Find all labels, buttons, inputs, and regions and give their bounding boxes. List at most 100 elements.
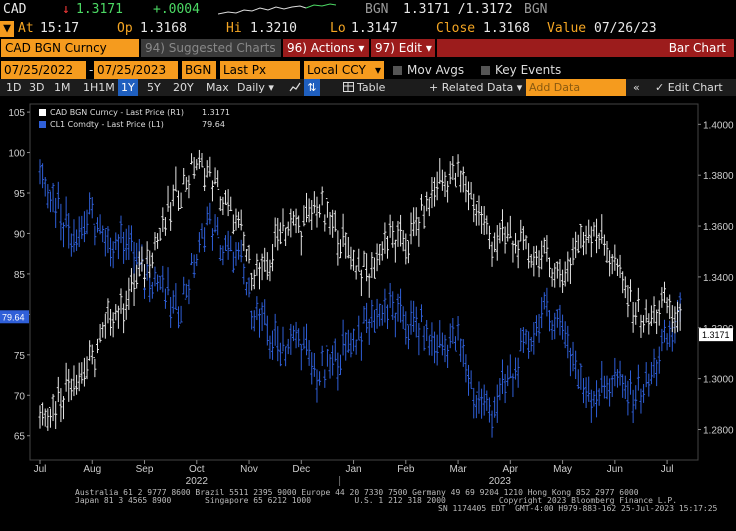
key-events-label: Key Events (495, 63, 562, 77)
suggested-charts-button[interactable]: 94) Suggested Charts (141, 39, 281, 57)
chevron-down-icon: ▾ (374, 63, 381, 77)
last-left-value: 79.64 (2, 312, 25, 322)
left-tick-label: 75 (14, 351, 26, 362)
period-select[interactable]: Daily ▾ (237, 81, 274, 94)
open-label: Op (117, 21, 133, 36)
x-tick-label: Mar (449, 464, 467, 475)
security-field[interactable]: CAD BGN Curncy (1, 39, 139, 57)
chart-inputs: 07/25/2022 - 07/25/2023 BGN Last Px Loca… (0, 61, 736, 79)
bar-chart-title: Bar Chart (437, 39, 734, 57)
bar-type-icon[interactable]: ⇅ (304, 79, 320, 96)
x-tick-label: Dec (292, 464, 310, 475)
related-data-button[interactable]: + Related Data ▾ (429, 81, 523, 94)
line-chart-icon[interactable] (286, 79, 304, 96)
x-tick-label: Nov (240, 464, 258, 475)
x-tick-label: Oct (189, 464, 205, 475)
range-1h1m[interactable]: 1H1M (83, 81, 115, 94)
legend-swatch (39, 109, 46, 116)
range-1d[interactable]: 1D (6, 81, 22, 94)
low-value: 1.3147 (351, 21, 398, 36)
legend-value: 79.64 (202, 120, 225, 129)
right-tick-label: 1.3000 (703, 375, 734, 386)
footer-contacts-1: Australia 61 2 9777 8600 Brazil 5511 239… (75, 488, 639, 497)
high-label: Hi (226, 21, 242, 36)
chart-area[interactable]: 657075808590951001051.28001.30001.32001.… (0, 96, 736, 487)
price-change: +.0004 (153, 2, 200, 17)
range-1y[interactable]: 1Y (118, 79, 138, 96)
start-date-field[interactable]: 07/25/2022 (1, 61, 86, 79)
last-left-tag (0, 310, 29, 324)
x-tick-label: May (553, 464, 572, 475)
currency-select[interactable]: Local CCY ▾ (304, 61, 384, 79)
close-label: Close (436, 21, 476, 36)
mov-avgs-toggle[interactable]: Mov Avgs (390, 61, 478, 79)
x-tick-label: Apr (503, 464, 519, 475)
table-button[interactable]: Table (357, 81, 386, 94)
edit-menu[interactable]: 97) Edit ▾ (371, 39, 435, 57)
legend-box (36, 106, 258, 130)
toolbar: CAD BGN Curncy 94) Suggested Charts 96) … (0, 38, 736, 58)
price-chart[interactable]: 657075808590951001051.28001.30001.32001.… (0, 96, 736, 487)
value-label: Value (547, 21, 587, 36)
high-value: 1.3210 (250, 21, 297, 36)
price-source: BGN (365, 2, 389, 17)
ticker-symbol[interactable]: CAD (3, 2, 27, 17)
x-tick-label: Jun (607, 464, 623, 475)
plot-frame (29, 103, 699, 461)
at-time: 15:17 (40, 21, 80, 36)
legend-entry: CAD BGN Curncy - Last Price (R1) (50, 108, 184, 117)
date-separator: - (89, 63, 94, 77)
year-label: 2023 (489, 476, 512, 486)
legend-swatch (39, 121, 46, 128)
last-right-tag (699, 328, 733, 342)
right-tick-label: 1.2800 (703, 425, 734, 436)
low-label: Lo (330, 21, 346, 36)
checkbox-icon (481, 66, 490, 75)
x-tick-label: Jul (661, 464, 674, 475)
key-events-toggle[interactable]: Key Events (478, 61, 568, 79)
right-tick-label: 1.4000 (703, 120, 734, 131)
bid-ask: 1.3171 /1.3172 (403, 2, 513, 17)
range-max[interactable]: Max (206, 81, 229, 94)
range-20y[interactable]: 20Y (173, 81, 194, 94)
left-tick-label: 105 (8, 108, 25, 119)
footer: Australia 61 2 9777 8600 Brazil 5511 239… (0, 486, 736, 531)
last-right-value: 1.3171 (702, 330, 730, 340)
range-5y[interactable]: 5Y (147, 81, 161, 94)
price-source-2: BGN (524, 2, 548, 17)
collapse-icon[interactable]: « (633, 81, 640, 94)
year-label: 2022 (186, 476, 209, 486)
left-tick-label: 100 (8, 149, 25, 160)
x-tick-label: Jul (34, 464, 47, 475)
left-tick-label: 90 (14, 229, 26, 240)
at-label: At (18, 21, 34, 36)
left-tick-label: 95 (14, 189, 26, 200)
range-1m[interactable]: 1M (54, 81, 71, 94)
legend-value: 1.3171 (202, 108, 230, 117)
range-bar: 1D 3D 1M 1H1M 1Y 5Y 20Y Max Daily ▾ ⇅ Ta… (0, 79, 736, 96)
alert-icon[interactable]: ▼ (0, 21, 14, 37)
down-arrow-icon: ↓ (62, 2, 70, 17)
x-tick-label: Aug (83, 464, 101, 475)
range-3d[interactable]: 3D (29, 81, 45, 94)
add-data-input[interactable]: Add Data (526, 79, 626, 96)
ticker-bar: CAD ↓ 1.3171 +.0004 BGN 1.3171 /1.3172 B… (0, 0, 736, 20)
edit-chart-button[interactable]: ✓ Edit Chart (655, 81, 723, 94)
right-tick-label: 1.3600 (703, 222, 734, 233)
close-value: 1.3168 (483, 21, 530, 36)
footer-contacts-2: Japan 81 3 4565 8900 Singapore 65 6212 1… (75, 496, 678, 505)
x-tick-label: Feb (397, 464, 415, 475)
left-tick-label: 65 (14, 432, 26, 443)
x-tick-label: Jan (345, 464, 361, 475)
legend-entry: CL1 Comdty - Last Price (L1) (50, 120, 164, 129)
right-tick-label: 1.3400 (703, 273, 734, 284)
value-date: 07/26/23 (594, 21, 657, 36)
table-icon[interactable] (340, 79, 357, 96)
actions-menu[interactable]: 96) Actions ▾ (283, 39, 369, 57)
end-date-field[interactable]: 07/25/2023 (94, 61, 178, 79)
currency-value: Local CCY (307, 63, 366, 77)
quote-details: ▼ At 15:17 Op 1.3168 Hi 1.3210 Lo 1.3147… (0, 20, 736, 38)
field-select[interactable]: Last Px (220, 61, 300, 79)
source-field[interactable]: BGN (182, 61, 216, 79)
last-price: 1.3171 (76, 2, 123, 17)
